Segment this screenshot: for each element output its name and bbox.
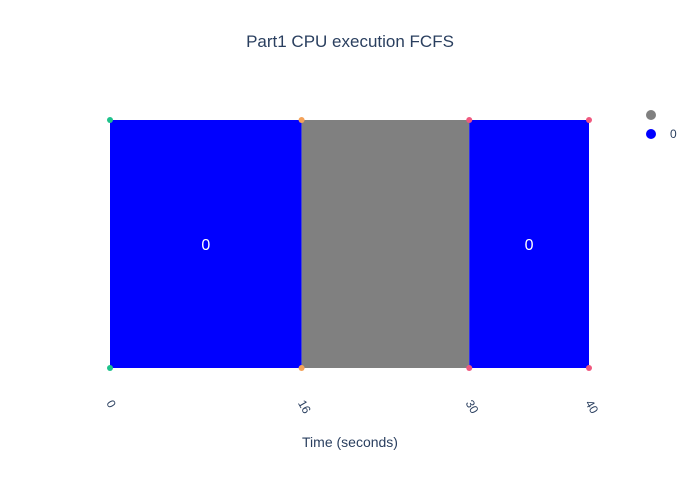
boundary-marker-bottom-3 — [586, 365, 592, 371]
boundary-marker-top-1 — [298, 117, 305, 123]
x-tick-label: 16 — [295, 398, 314, 417]
chart-title: Part1 CPU execution FCFS — [246, 32, 454, 51]
x-tick-label: 30 — [463, 398, 482, 417]
boundary-marker-bottom-2 — [466, 365, 473, 371]
legend-marker-1[interactable] — [646, 129, 656, 139]
boundary-marker-top-0 — [107, 117, 113, 123]
boundary-marker-bottom-1 — [298, 365, 305, 371]
x-tick-label: 0 — [103, 398, 119, 411]
segment-label-0: 0 — [201, 237, 210, 254]
boundary-marker-bottom-0 — [107, 365, 113, 371]
x-axis-label: Time (seconds) — [302, 434, 398, 450]
gantt-segment-0 — [110, 120, 302, 368]
gantt-segment-2 — [469, 120, 589, 368]
legend-marker-0[interactable] — [646, 110, 656, 120]
boundary-marker-top-2 — [466, 117, 473, 123]
boundary-marker-top-3 — [586, 117, 592, 123]
gantt-segment-1 — [301, 120, 470, 368]
segment-label-2: 0 — [525, 237, 534, 254]
x-tick-label: 40 — [582, 398, 601, 417]
legend-label-1[interactable]: 0 — [670, 127, 677, 141]
